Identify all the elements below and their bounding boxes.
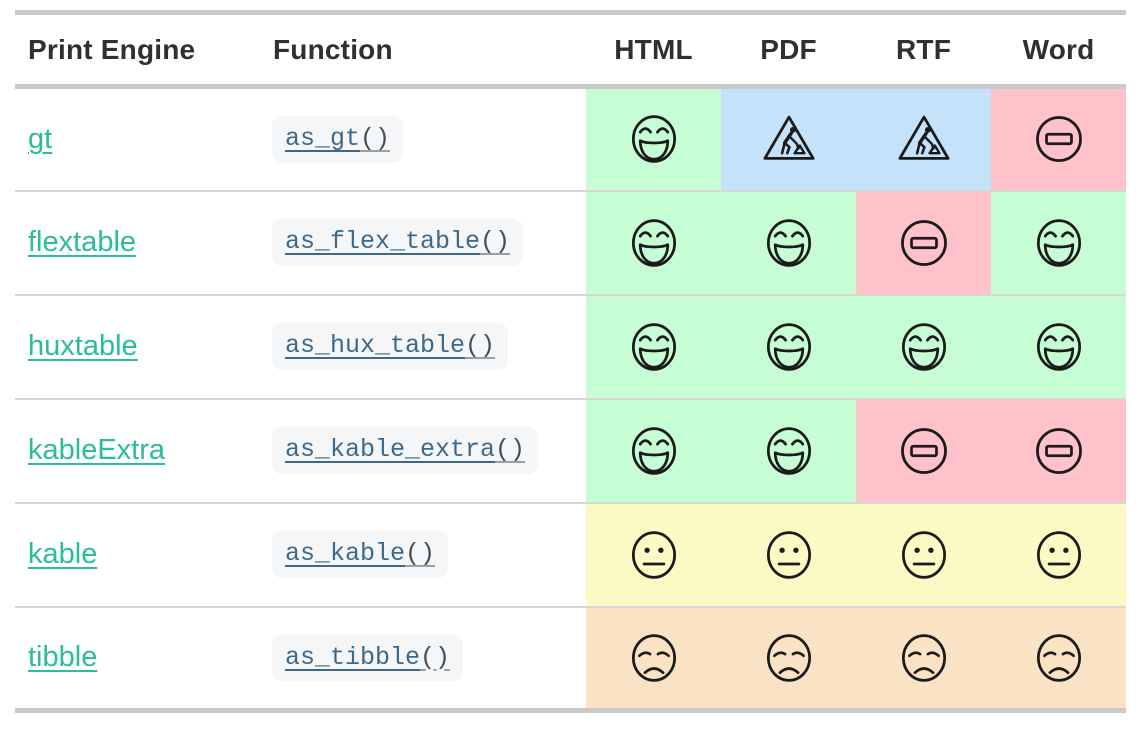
code-chip: as_hux_table() <box>272 323 509 370</box>
support-cell-rtf <box>856 605 991 711</box>
support-cell-rtf <box>856 189 991 295</box>
table-row: tibble as_tibble() <box>15 605 1126 711</box>
code-chip: as_kable() <box>272 531 449 578</box>
support-cell-pdf <box>721 397 856 503</box>
support-cell-word <box>991 501 1126 607</box>
support-cell-html <box>586 86 721 191</box>
engine-link[interactable]: huxtable <box>28 330 138 362</box>
function-parens: () <box>360 124 391 153</box>
support-cell-word <box>991 397 1126 503</box>
engine-cell: kable <box>15 501 260 607</box>
support-cell-html <box>586 501 721 607</box>
support-cell-html <box>586 397 721 503</box>
laughing-face-icon <box>1028 316 1090 378</box>
no-entry-icon <box>1028 108 1090 170</box>
function-link[interactable]: as_flex_table <box>285 227 481 257</box>
laughing-face-icon <box>758 212 820 274</box>
laughing-face-icon <box>623 316 685 378</box>
sad-face-icon <box>893 627 955 689</box>
col-header-pdf: PDF <box>721 12 856 89</box>
function-parens: () <box>420 642 451 672</box>
col-header-html: HTML <box>586 12 721 89</box>
function-parens: () <box>480 227 511 257</box>
no-entry-icon <box>893 420 955 482</box>
laughing-face-icon <box>893 316 955 378</box>
sad-face-icon <box>623 627 685 689</box>
laughing-face-icon <box>623 420 685 482</box>
function-cell: as_gt() <box>260 87 586 191</box>
support-cell-pdf <box>721 189 856 295</box>
support-cell-pdf <box>721 501 856 607</box>
table-row: kable as_kable() <box>15 501 1126 607</box>
neutral-face-icon <box>893 524 955 586</box>
function-cell: as_kable() <box>260 501 586 607</box>
support-cell-word <box>991 86 1126 191</box>
support-table: Print Engine Function HTML PDF RTF Word … <box>15 10 1126 713</box>
no-entry-icon <box>893 212 955 274</box>
code-chip: as_tibble() <box>272 634 464 681</box>
support-cell-pdf <box>721 293 856 399</box>
support-cell-html <box>586 605 721 711</box>
engine-cell: flextable <box>15 189 260 295</box>
support-cell-rtf <box>856 86 991 191</box>
laughing-face-icon <box>623 212 685 274</box>
function-cell: as_hux_table() <box>260 293 586 399</box>
function-link[interactable]: as_tibble <box>285 642 421 672</box>
construction-sign-icon <box>758 108 820 170</box>
function-parens: () <box>405 539 436 569</box>
table-row: gt as_gt() <box>15 86 1126 191</box>
support-cell-html <box>586 293 721 399</box>
engine-link[interactable]: kable <box>28 538 98 570</box>
support-cell-word <box>991 189 1126 295</box>
header-row: Print Engine Function HTML PDF RTF Word <box>15 12 1126 89</box>
code-chip: as_flex_table() <box>272 219 524 266</box>
engine-link[interactable]: flextable <box>28 226 137 258</box>
engine-link[interactable]: tibble <box>28 641 98 674</box>
support-cell-rtf <box>856 293 991 399</box>
neutral-face-icon <box>758 524 820 586</box>
function-parens: () <box>495 435 526 465</box>
support-cell-word <box>991 605 1126 711</box>
function-cell: as_kable_extra() <box>260 397 586 503</box>
neutral-face-icon <box>1028 524 1090 586</box>
col-header-function: Function <box>260 12 586 89</box>
function-cell: as_flex_table() <box>260 189 586 295</box>
no-entry-icon <box>1028 420 1090 482</box>
function-link[interactable]: as_kable_extra <box>285 435 496 465</box>
laughing-face-icon <box>623 108 685 170</box>
function-parens: () <box>465 331 496 361</box>
function-link[interactable]: as_hux_table <box>285 331 466 361</box>
laughing-face-icon <box>758 420 820 482</box>
support-cell-html <box>586 189 721 295</box>
support-cell-pdf <box>721 86 856 191</box>
sad-face-icon <box>758 627 820 689</box>
col-header-rtf: RTF <box>856 12 991 89</box>
neutral-face-icon <box>623 524 685 586</box>
col-header-word: Word <box>991 12 1126 89</box>
engine-link[interactable]: kableExtra <box>28 434 166 466</box>
support-cell-rtf <box>856 501 991 607</box>
function-cell: as_tibble() <box>260 605 586 711</box>
code-chip: as_kable_extra() <box>272 427 539 474</box>
engine-link[interactable]: gt <box>28 122 53 155</box>
construction-sign-icon <box>893 108 955 170</box>
support-cell-word <box>991 293 1126 399</box>
support-cell-rtf <box>856 397 991 503</box>
function-link[interactable]: as_kable <box>285 539 406 569</box>
table-row: flextable as_flex_table() <box>15 189 1126 295</box>
engine-cell: gt <box>15 87 260 191</box>
support-cell-pdf <box>721 605 856 711</box>
table-row: kableExtra as_kable_extra() <box>15 397 1126 503</box>
laughing-face-icon <box>758 316 820 378</box>
table-row: huxtable as_hux_table() <box>15 293 1126 399</box>
laughing-face-icon <box>1028 212 1090 274</box>
engine-cell: tibble <box>15 605 260 711</box>
sad-face-icon <box>1028 627 1090 689</box>
function-link[interactable]: as_gt <box>285 124 361 153</box>
engine-cell: huxtable <box>15 293 260 399</box>
code-chip: as_gt() <box>272 116 404 163</box>
col-header-print-engine: Print Engine <box>15 12 260 89</box>
engine-cell: kableExtra <box>15 397 260 503</box>
